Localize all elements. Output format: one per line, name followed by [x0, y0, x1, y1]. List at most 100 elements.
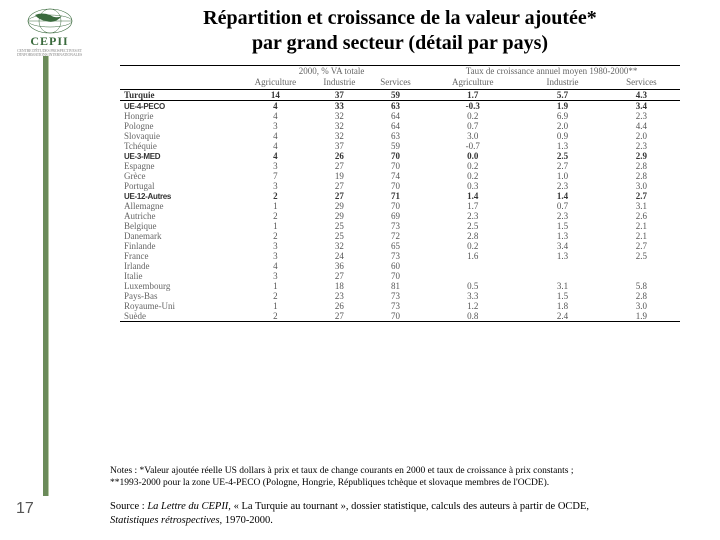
cell: 37 — [311, 141, 368, 151]
notes: Notes : *Valeur ajoutée réelle US dollar… — [110, 466, 680, 490]
cell: 2.3 — [522, 181, 602, 191]
table-row: Allemagne129701.70.73.1 — [120, 201, 680, 211]
table-row: Danemark225722.81.32.1 — [120, 231, 680, 241]
cell: 0.2 — [423, 171, 522, 181]
cell: 4 — [240, 101, 311, 112]
cell: 3 — [240, 271, 311, 281]
row-label: Autriche — [120, 211, 240, 221]
cell: 4.3 — [603, 90, 680, 101]
source-prefix: Source : — [110, 501, 147, 512]
source-end: 1970-2000. — [225, 515, 273, 526]
cell: 2 — [240, 311, 311, 322]
cell: 2.5 — [603, 251, 680, 261]
row-label: Suède — [120, 311, 240, 322]
cell: 0.7 — [522, 201, 602, 211]
cell: 59 — [368, 141, 423, 151]
cell: 1.3 — [522, 141, 602, 151]
cell: 59 — [368, 90, 423, 101]
col-indu1: Industrie — [311, 76, 368, 90]
col-serv2: Services — [603, 76, 680, 90]
cell: 4 — [240, 151, 311, 161]
cell: 1 — [240, 201, 311, 211]
cell: 4 — [240, 111, 311, 121]
cell: 1 — [240, 281, 311, 291]
cell: 2.3 — [603, 111, 680, 121]
col-serv1: Services — [368, 76, 423, 90]
row-label: Belgique — [120, 221, 240, 231]
cell: 5.8 — [603, 281, 680, 291]
cell: 70 — [368, 201, 423, 211]
table-row: Pologne332640.72.04.4 — [120, 121, 680, 131]
table-row: UE-4-PECO43363-0.31.93.4 — [120, 101, 680, 112]
cell: 4 — [240, 141, 311, 151]
cell: 0.2 — [423, 111, 522, 121]
cell — [603, 271, 680, 281]
cell: 2.1 — [603, 231, 680, 241]
row-label: Italie — [120, 271, 240, 281]
cell: 7 — [240, 171, 311, 181]
cell: 2.3 — [522, 211, 602, 221]
row-label: Tchéquie — [120, 141, 240, 151]
cell — [423, 261, 522, 271]
cell: 2.8 — [603, 171, 680, 181]
title-line1: Répartition et croissance de la valeur a… — [203, 7, 597, 29]
cell: 0.2 — [423, 161, 522, 171]
cell: 2.5 — [423, 221, 522, 231]
cell: 2.7 — [522, 161, 602, 171]
cell: 64 — [368, 111, 423, 121]
globe-icon — [20, 6, 80, 36]
cell: 63 — [368, 131, 423, 141]
table-row: France324731.61.32.5 — [120, 251, 680, 261]
cell: 2.3 — [603, 141, 680, 151]
cell: 2 — [240, 231, 311, 241]
cell: 70 — [368, 161, 423, 171]
col-indu2: Industrie — [522, 76, 602, 90]
cell: 0.0 — [423, 151, 522, 161]
source-ital1: La Lettre du CEPII, — [147, 501, 233, 512]
cell: 73 — [368, 301, 423, 311]
cell: 73 — [368, 291, 423, 301]
cell: 70 — [368, 311, 423, 322]
cell: 69 — [368, 211, 423, 221]
cell: 5.7 — [522, 90, 602, 101]
title-line2: par grand secteur (détail par pays) — [252, 32, 548, 54]
table-row: Pays-Bas223733.31.52.8 — [120, 291, 680, 301]
cell — [522, 271, 602, 281]
table-row: Royaume-Uni126731.21.83.0 — [120, 301, 680, 311]
cell — [423, 271, 522, 281]
cell: 2.1 — [603, 221, 680, 231]
cell: 26 — [311, 151, 368, 161]
cell: 1.5 — [522, 291, 602, 301]
cell: 64 — [368, 121, 423, 131]
cell: 25 — [311, 231, 368, 241]
cell: 23 — [311, 291, 368, 301]
cell: 3 — [240, 161, 311, 171]
cell — [522, 261, 602, 271]
notes-line2: **1993-2000 pour la zone UE-4-PECO (Polo… — [110, 478, 549, 488]
cell: 71 — [368, 191, 423, 201]
cell: 36 — [311, 261, 368, 271]
cell: 1.7 — [423, 90, 522, 101]
table-row: Turquie1437591.75.74.3 — [120, 90, 680, 101]
cell: 18 — [311, 281, 368, 291]
row-label: Allemagne — [120, 201, 240, 211]
row-label: Slovaquie — [120, 131, 240, 141]
logo-subtitle: CENTRE D'ÉTUDES PROSPECTIVES ET D'INFORM… — [12, 49, 87, 57]
row-label: Espagne — [120, 161, 240, 171]
cell: 73 — [368, 251, 423, 261]
cell: 32 — [311, 241, 368, 251]
cell: 3 — [240, 241, 311, 251]
cell: 4 — [240, 261, 311, 271]
cell: 1.6 — [423, 251, 522, 261]
cell: 2.9 — [603, 151, 680, 161]
row-label: Portugal — [120, 181, 240, 191]
col-agri2: Agriculture — [423, 76, 522, 90]
cell: 2 — [240, 191, 311, 201]
cell: 27 — [311, 271, 368, 281]
cell: 3.0 — [603, 181, 680, 191]
row-label: Turquie — [120, 90, 240, 101]
cell: 81 — [368, 281, 423, 291]
cell: 0.8 — [423, 311, 522, 322]
col-group-share: 2000, % VA totale — [240, 66, 423, 77]
table-row: Grèce719740.21.02.8 — [120, 171, 680, 181]
